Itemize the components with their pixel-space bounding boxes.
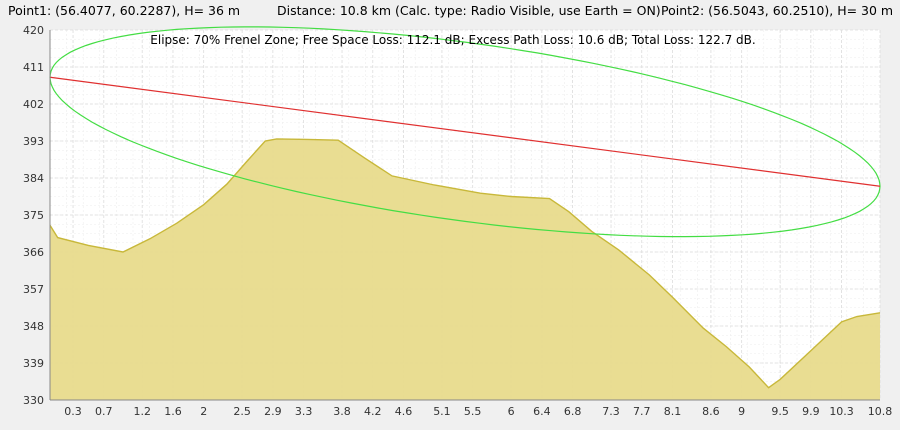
x-tick-label: 5.5 bbox=[464, 405, 482, 418]
x-tick-label: 2 bbox=[200, 405, 207, 418]
y-tick-label: 366 bbox=[23, 246, 44, 259]
x-tick-label: 7.7 bbox=[633, 405, 651, 418]
x-tick-label: 4.2 bbox=[364, 405, 382, 418]
y-tick-label: 411 bbox=[23, 61, 44, 74]
point1-label: Point1: (56.4077, 60.2287), H= 36 m bbox=[8, 3, 241, 18]
y-tick-label: 348 bbox=[23, 320, 44, 333]
distance-label: Distance: 10.8 km (Calc. type: Radio Vis… bbox=[277, 3, 661, 18]
x-tick-label: 1.2 bbox=[133, 405, 151, 418]
point2-label: Point2: (56.5043, 60.2510), H= 30 m bbox=[661, 3, 894, 18]
y-tick-label: 402 bbox=[23, 98, 44, 111]
x-tick-label: 4.6 bbox=[395, 405, 413, 418]
y-tick-label: 357 bbox=[23, 283, 44, 296]
x-tick-label: 9.9 bbox=[802, 405, 820, 418]
y-tick-label: 393 bbox=[23, 135, 44, 148]
loss-annotation: Elipse: 70% Frenel Zone; Free Space Loss… bbox=[150, 33, 755, 47]
x-tick-label: 8.1 bbox=[664, 405, 682, 418]
terrain-outline bbox=[49, 138, 881, 389]
x-tick-label: 9 bbox=[738, 405, 745, 418]
x-tick-label: 10.8 bbox=[868, 405, 893, 418]
x-tick-label: 6.4 bbox=[533, 405, 551, 418]
x-tick-label: 2.9 bbox=[264, 405, 282, 418]
x-tick-label: 1.6 bbox=[164, 405, 182, 418]
x-tick-label: 9.5 bbox=[771, 405, 789, 418]
x-tick-label: 2.5 bbox=[233, 405, 251, 418]
x-tick-label: 0.7 bbox=[95, 405, 113, 418]
y-tick-label: 339 bbox=[23, 357, 44, 370]
y-tick-label: 375 bbox=[23, 209, 44, 222]
x-tick-label: 7.3 bbox=[602, 405, 620, 418]
x-tick-label: 10.3 bbox=[829, 405, 854, 418]
x-tick-label: 6 bbox=[508, 405, 515, 418]
x-tick-label: 6.8 bbox=[564, 405, 582, 418]
terrain-area bbox=[50, 138, 880, 400]
y-tick-label: 420 bbox=[23, 24, 44, 37]
x-tick-label: 3.8 bbox=[333, 405, 351, 418]
x-tick-label: 3.3 bbox=[295, 405, 313, 418]
x-tick-label: 5.1 bbox=[433, 405, 451, 418]
x-tick-label: 0.3 bbox=[64, 405, 82, 418]
line-of-sight bbox=[49, 76, 881, 187]
y-tick-label: 330 bbox=[23, 394, 44, 407]
y-tick-label: 384 bbox=[23, 172, 44, 185]
x-tick-label: 8.6 bbox=[702, 405, 720, 418]
